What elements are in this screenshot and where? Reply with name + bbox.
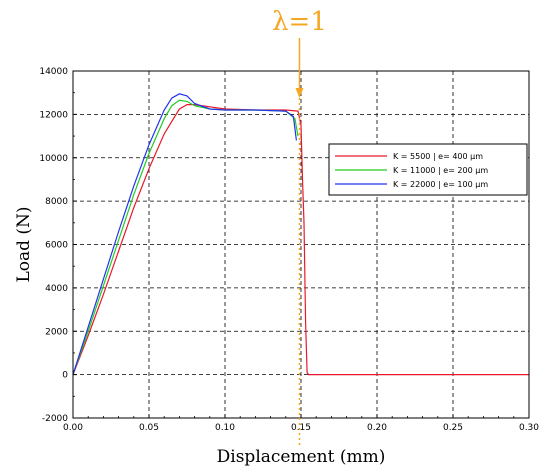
x-tick-label: 0.30 <box>519 423 539 433</box>
series-lines <box>72 93 529 376</box>
y-tick-label: 14000 <box>39 67 68 77</box>
series-line-3 <box>72 93 297 375</box>
axis-ticks: 0.00 0.05 0.10 0.15 0.20 0.25 0.30 -2000 0 2000 40… <box>39 67 539 433</box>
legend-label-1: K = 5500 | e= 400 µm <box>393 152 483 161</box>
legend: K = 5500 | e= 400 µm K = 11000 | e= 200 µ… <box>328 143 528 196</box>
y-tick-label: 2000 <box>45 327 68 337</box>
x-tick-label: 0.20 <box>367 423 387 433</box>
x-tick-label: 0.15 <box>291 423 311 433</box>
y-axis-label: Load (N) <box>14 206 34 282</box>
lambda-label: λ=1 <box>272 7 327 37</box>
y-tick-label: 0 <box>62 371 68 381</box>
y-tick-label: 4000 <box>45 284 68 294</box>
x-tick-label: 0.10 <box>215 423 235 433</box>
x-tick-label: 0.00 <box>63 423 83 433</box>
y-tick-label: 6000 <box>45 241 68 251</box>
series-line-1 <box>72 104 529 376</box>
legend-label-3: K = 22000 | e= 100 µm <box>393 180 488 189</box>
lambda-annotation: λ=1 <box>272 7 327 446</box>
y-tick-label: 12000 <box>39 110 68 120</box>
x-tick-label: 0.25 <box>443 423 463 433</box>
y-tick-label: 10000 <box>39 154 68 164</box>
x-axis-label: Displacement (mm) <box>217 447 386 467</box>
y-tick-label: -2000 <box>42 414 68 424</box>
x-tick-label: 0.05 <box>139 423 159 433</box>
lambda-arrow-head <box>295 88 304 98</box>
y-tick-label: 8000 <box>45 197 68 207</box>
legend-label-2: K = 11000 | e= 200 µm <box>393 166 488 175</box>
